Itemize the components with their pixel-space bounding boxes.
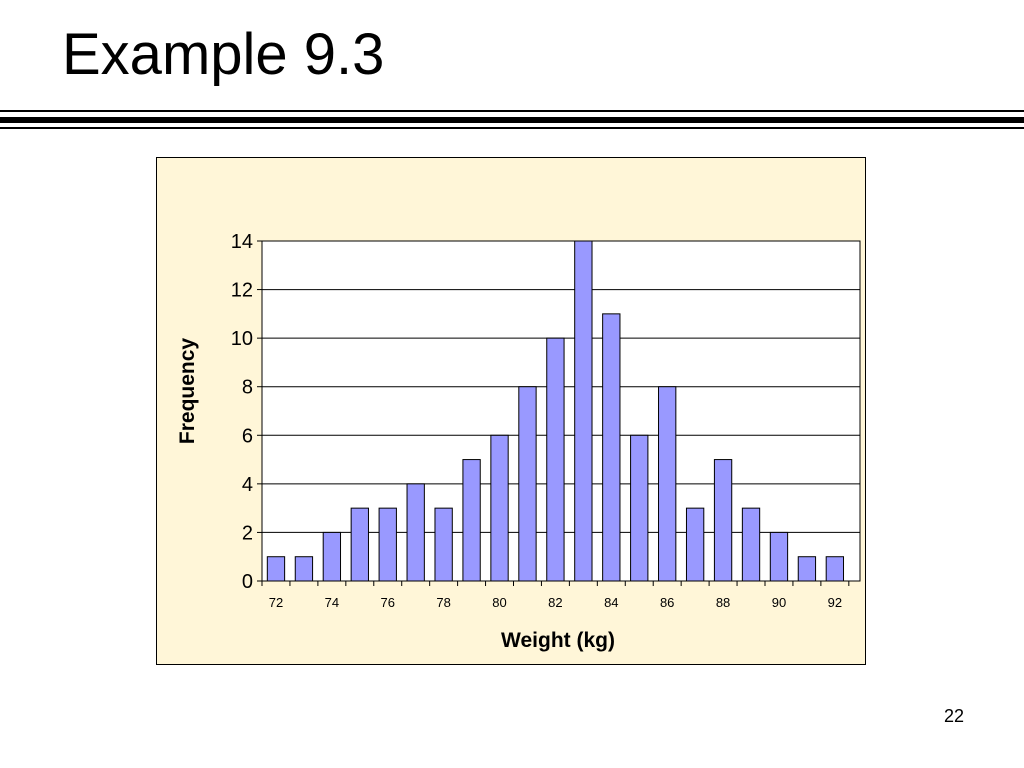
x-tick-label: 84 — [604, 595, 618, 610]
bar-91 — [797, 556, 817, 582]
bar-82 — [546, 337, 565, 582]
title-divider-thick — [0, 117, 1024, 123]
x-tick-label: 86 — [660, 595, 674, 610]
bar-72 — [266, 556, 286, 582]
bar-75 — [350, 507, 369, 582]
bar-80 — [490, 434, 509, 582]
bar-78 — [434, 507, 453, 582]
bar-92 — [825, 556, 845, 582]
bar-74 — [322, 531, 342, 582]
bar-85 — [630, 434, 649, 582]
title-divider-bottom — [0, 127, 1024, 129]
x-tick-label: 90 — [772, 595, 786, 610]
x-axis-label: Weight (kg) — [501, 629, 615, 652]
y-tick-label: 0 — [242, 571, 253, 593]
bar-88 — [713, 459, 733, 582]
x-tick-label: 74 — [325, 595, 339, 610]
y-axis-label: Frequency — [176, 338, 199, 445]
bar-84 — [602, 313, 621, 582]
chart-frame: 0 2 4 6 8 10 12 14 72 74 76 78 80 82 84 86 88 90 92 Weight … — [156, 157, 866, 665]
y-tick-label: 14 — [231, 231, 253, 253]
y-tick-label: 2 — [242, 522, 253, 544]
histogram-chart: 0 2 4 6 8 10 12 14 72 74 76 78 80 82 84 86 88 90 92 Weight … — [176, 231, 861, 652]
bar-86 — [658, 386, 677, 582]
y-tick-label: 6 — [242, 425, 253, 447]
page-number: 22 — [943, 706, 964, 726]
bar-79 — [462, 459, 481, 582]
y-tick-label: 4 — [242, 474, 253, 496]
bar-77 — [406, 483, 425, 582]
bar-90 — [769, 531, 789, 582]
bar-89 — [741, 507, 761, 582]
bar-81 — [518, 386, 537, 582]
bar-83 — [574, 240, 593, 582]
bar-73 — [294, 556, 314, 582]
x-tick-label: 82 — [548, 595, 562, 610]
y-tick-label: 8 — [242, 377, 253, 399]
x-tick-label: 72 — [269, 595, 283, 610]
bar-87 — [685, 507, 705, 582]
title-divider-top — [0, 110, 1024, 112]
y-tick-label: 12 — [231, 280, 253, 302]
x-tick-label: 88 — [716, 595, 730, 610]
x-tick-label: 92 — [828, 595, 842, 610]
slide-title: Example 9.3 — [62, 22, 385, 87]
y-tick-label: 10 — [231, 328, 253, 350]
bar-76 — [378, 507, 397, 582]
x-tick-label: 76 — [381, 595, 395, 610]
x-tick-label: 78 — [436, 595, 450, 610]
x-tick-label: 80 — [492, 595, 506, 610]
